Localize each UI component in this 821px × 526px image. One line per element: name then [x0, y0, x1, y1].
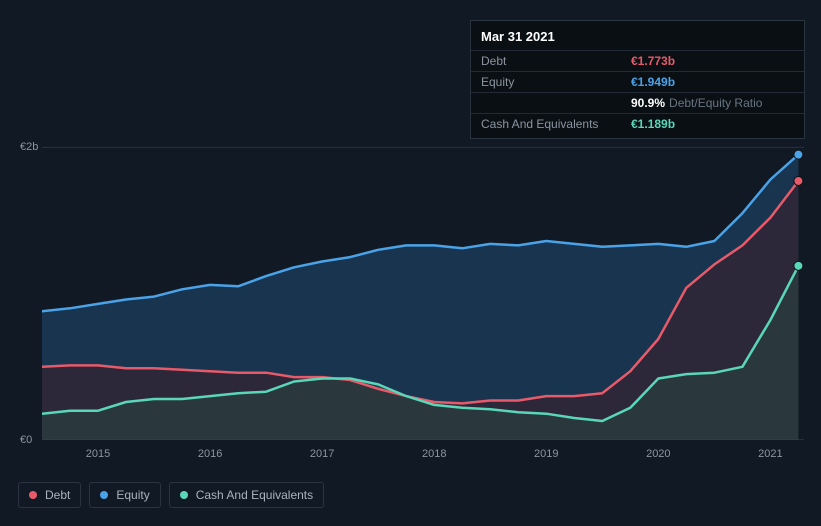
series-end-marker-equity: [794, 150, 803, 159]
series-end-marker-cash: [794, 261, 803, 270]
chart-tooltip: Mar 31 2021 Debt€1.773bEquity€1.949b90.9…: [470, 20, 805, 139]
tooltip-row-suffix: Debt/Equity Ratio: [669, 96, 762, 110]
x-axis-label: 2015: [86, 448, 110, 460]
legend-item-label: Cash And Equivalents: [196, 488, 313, 502]
tooltip-row-value: €1.949b: [631, 75, 675, 89]
tooltip-row-label: Equity: [481, 75, 631, 89]
legend-item[interactable]: Cash And Equivalents: [169, 482, 324, 508]
tooltip-row-label: Debt: [481, 54, 631, 68]
tooltip-row: Equity€1.949b: [471, 71, 804, 92]
x-axis-label: 2021: [758, 448, 782, 460]
legend-dot-icon: [100, 491, 108, 499]
tooltip-row-value: €1.189b: [631, 117, 675, 131]
x-axis-label: 2016: [198, 448, 222, 460]
tooltip-row-label: Cash And Equivalents: [481, 117, 631, 131]
tooltip-row-value: 90.9%: [631, 96, 665, 110]
x-axis-label: 2017: [310, 448, 334, 460]
chart-legend: Debt Equity Cash And Equivalents: [18, 482, 324, 508]
legend-item[interactable]: Debt: [18, 482, 81, 508]
y-axis-label: €0: [20, 434, 32, 446]
tooltip-row: Debt€1.773b: [471, 50, 804, 71]
tooltip-row: 90.9% Debt/Equity Ratio: [471, 92, 804, 113]
x-axis-label: 2019: [534, 448, 558, 460]
legend-item[interactable]: Equity: [89, 482, 160, 508]
legend-item-label: Debt: [45, 488, 70, 502]
tooltip-row: Cash And Equivalents€1.189b: [471, 113, 804, 134]
tooltip-row-value: €1.773b: [631, 54, 675, 68]
y-axis-label: €2b: [20, 141, 38, 153]
tooltip-date: Mar 31 2021: [471, 25, 804, 50]
x-axis-label: 2020: [646, 448, 670, 460]
series-end-marker-debt: [794, 176, 803, 185]
chart-plot-area[interactable]: [42, 140, 804, 440]
x-axis-label: 2018: [422, 448, 446, 460]
legend-dot-icon: [29, 491, 37, 499]
legend-item-label: Equity: [116, 488, 149, 502]
legend-dot-icon: [180, 491, 188, 499]
